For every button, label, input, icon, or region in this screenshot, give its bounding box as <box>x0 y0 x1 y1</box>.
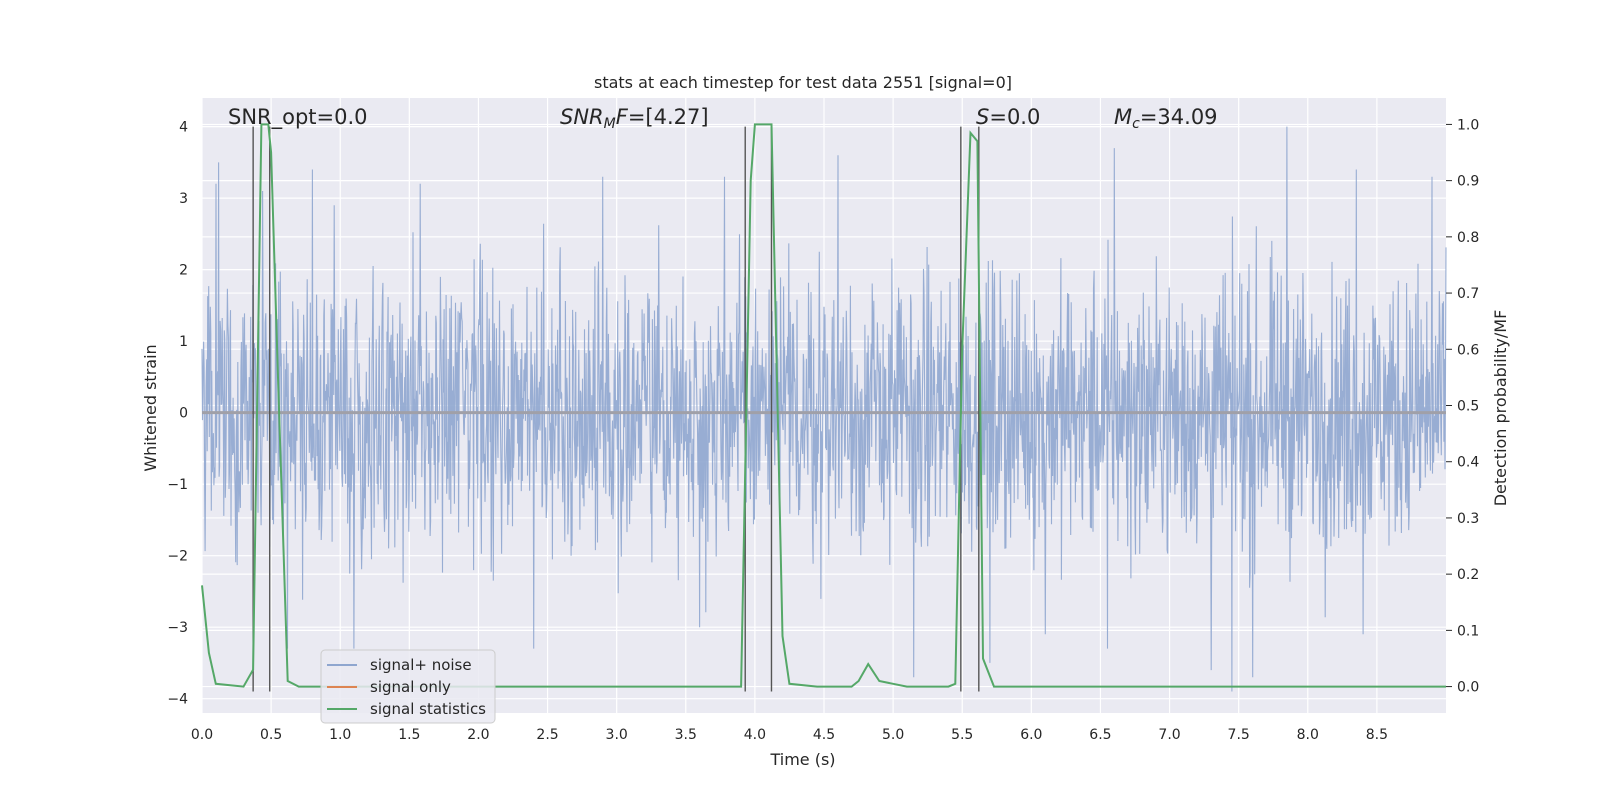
x-tick-label: 7.0 <box>1158 727 1180 743</box>
x-tick-label: 5.5 <box>951 727 973 743</box>
snr-mf-symbol-2: F <box>616 105 629 129</box>
y-axis-ticks: 4 3 2 1 0 −1 −2 −3 −4 <box>167 120 188 708</box>
y-tick-label: 0 <box>179 406 188 422</box>
annotation-s: S=0.0 <box>976 105 1040 129</box>
x-tick-label: 1.0 <box>329 727 351 743</box>
y-tick-label: −3 <box>167 620 188 636</box>
y2-tick-label: 0.8 <box>1457 230 1479 246</box>
x-tick-label: 2.5 <box>536 727 558 743</box>
legend: signal+ noise signal only signal statist… <box>320 649 496 724</box>
series-signal-statistics <box>201 123 1446 688</box>
y2-tick-label: 0.9 <box>1457 174 1479 190</box>
x-tick-label: 1.5 <box>398 727 420 743</box>
x-axis-label: Time (s) <box>769 750 835 769</box>
mc-symbol: M <box>1114 105 1132 129</box>
y2-tick-label: 1.0 <box>1457 117 1479 133</box>
y-tick-label: 1 <box>179 334 188 350</box>
x-tick-label: 4.0 <box>744 727 766 743</box>
x-tick-label: 7.5 <box>1228 727 1250 743</box>
x-tick-label: 2.0 <box>467 727 489 743</box>
y-tick-label: 3 <box>179 191 188 207</box>
legend-box <box>320 649 496 724</box>
x-tick-label: 6.5 <box>1089 727 1111 743</box>
noise-trace <box>201 126 1447 692</box>
annotation-snr-opt: SNR_opt=0.0 <box>228 105 368 130</box>
series-signal-noise <box>201 126 1447 692</box>
y2-tick-label: 0.1 <box>1457 623 1479 639</box>
y2-tick-label: 0.2 <box>1457 567 1479 583</box>
snr-mf-subscript: M <box>604 116 616 132</box>
legend-label-signal-only: signal only <box>370 678 451 696</box>
x-tick-label: 0.5 <box>260 727 282 743</box>
mc-value: =34.09 <box>1140 105 1218 129</box>
y2-tick-label: 0.7 <box>1457 286 1479 302</box>
legend-label-stats: signal statistics <box>370 700 486 718</box>
chart-title: stats at each timestep for test data 255… <box>594 73 1012 92</box>
annotation-snr-mf: SNRMF=[4.27] <box>560 105 709 132</box>
x-tick-label: 6.0 <box>1020 727 1042 743</box>
y-tick-label: 4 <box>179 120 188 136</box>
x-tick-label: 3.5 <box>675 727 697 743</box>
snr-mf-value: =[4.27] <box>628 105 709 129</box>
annotation-mc: Mc=34.09 <box>1114 105 1218 132</box>
x-tick-label: 8.5 <box>1366 727 1388 743</box>
x-axis-ticks: 0.0 0.5 1.0 1.5 2.0 2.5 3.0 3.5 4.0 4.5 5.0 5.5 6.0 6… <box>191 727 1388 743</box>
y2-tick-label: 0.3 <box>1457 511 1479 527</box>
y-axis-label: Whitened strain <box>141 344 160 471</box>
y-tick-label: −4 <box>167 692 188 708</box>
y2-tick-label: 0.4 <box>1457 455 1479 471</box>
y2-tick-label: 0.0 <box>1457 680 1479 696</box>
y-tick-label: 2 <box>179 263 188 279</box>
x-tick-label: 3.0 <box>606 727 628 743</box>
snr-mf-symbol: SNR <box>560 105 604 129</box>
y2-tick-label: 0.5 <box>1457 399 1479 415</box>
x-tick-label: 8.0 <box>1297 727 1319 743</box>
y2-tick-label: 0.6 <box>1457 342 1479 358</box>
legend-label-noise: signal+ noise <box>370 656 472 674</box>
s-value: =0.0 <box>989 105 1040 129</box>
s-symbol: S <box>976 105 989 129</box>
y2-axis-ticks: 1.0 0.9 0.8 0.7 0.6 0.5 0.4 0.3 0.2 0.1 0.0 <box>1446 117 1479 696</box>
y2-axis-label: Detection probability/MF <box>1491 310 1510 507</box>
x-tick-label: 4.5 <box>813 727 835 743</box>
signal-statistics-line <box>201 123 1446 688</box>
x-tick-label: 5.0 <box>882 727 904 743</box>
mc-subscript: c <box>1132 116 1140 132</box>
y-tick-label: −1 <box>167 477 188 493</box>
x-tick-label: 0.0 <box>191 727 213 743</box>
y-tick-label: −2 <box>167 549 188 565</box>
